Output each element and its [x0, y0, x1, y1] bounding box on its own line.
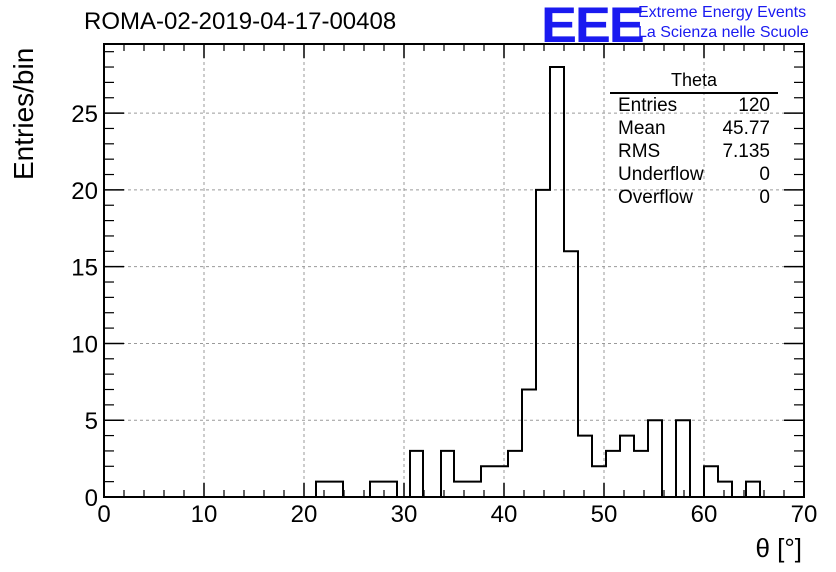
histogram-series — [315, 66, 774, 498]
stats-label: Underflow — [618, 164, 704, 185]
tick-labels: 0 10 20 30 40 50 60 70 0 5 10 15 20 25 — [71, 101, 817, 528]
x-tick-label: 60 — [691, 501, 718, 528]
logo-line-1: Extreme Energy Events — [638, 4, 807, 21]
y-tick-label: 20 — [71, 178, 98, 205]
chart-title: ROMA-02-2019-04-17-00408 — [84, 8, 397, 35]
y-axis-label: Entries/bin — [8, 47, 39, 180]
y-tick-label: 10 — [71, 331, 98, 358]
stats-value: 0 — [759, 187, 770, 208]
stats-label: Entries — [618, 95, 678, 116]
stats-value: 7.135 — [722, 141, 770, 162]
stats-row-mean: Mean 45.77 — [610, 117, 778, 140]
y-tick-label: 5 — [85, 408, 98, 435]
stats-row-underflow: Underflow 0 — [610, 163, 778, 186]
stats-box: Theta Entries 120 Mean 45.77 RMS 7.135 U… — [610, 70, 778, 209]
stats-value: 45.77 — [722, 118, 770, 139]
x-tick-label: 30 — [391, 501, 418, 528]
y-tick-label: 25 — [71, 101, 98, 128]
stats-value: 120 — [738, 95, 770, 116]
x-tick-label: 40 — [491, 501, 518, 528]
x-axis-label: θ [°] — [755, 533, 802, 563]
stats-row-entries: Entries 120 — [610, 94, 778, 117]
logo-line-2: La Scienza nelle Scuole — [638, 24, 809, 41]
stats-row-rms: RMS 7.135 — [610, 140, 778, 163]
x-tick-label: 50 — [591, 501, 618, 528]
plot-frame — [103, 43, 805, 498]
x-tick-label: 70 — [791, 501, 818, 528]
y-tick-label: 15 — [71, 255, 98, 282]
stats-label: RMS — [618, 141, 661, 162]
stats-label: Overflow — [618, 187, 693, 208]
eee-logo: EEE — [541, 0, 645, 53]
stats-row-overflow: Overflow 0 — [610, 186, 778, 209]
stats-value: 0 — [759, 164, 770, 185]
y-tick-label: 0 — [85, 485, 98, 512]
x-tick-label: 10 — [191, 501, 218, 528]
stats-label: Mean — [618, 118, 666, 139]
stats-title: Theta — [610, 70, 778, 94]
x-tick-label: 20 — [291, 501, 318, 528]
x-tick-label: 0 — [97, 501, 110, 528]
